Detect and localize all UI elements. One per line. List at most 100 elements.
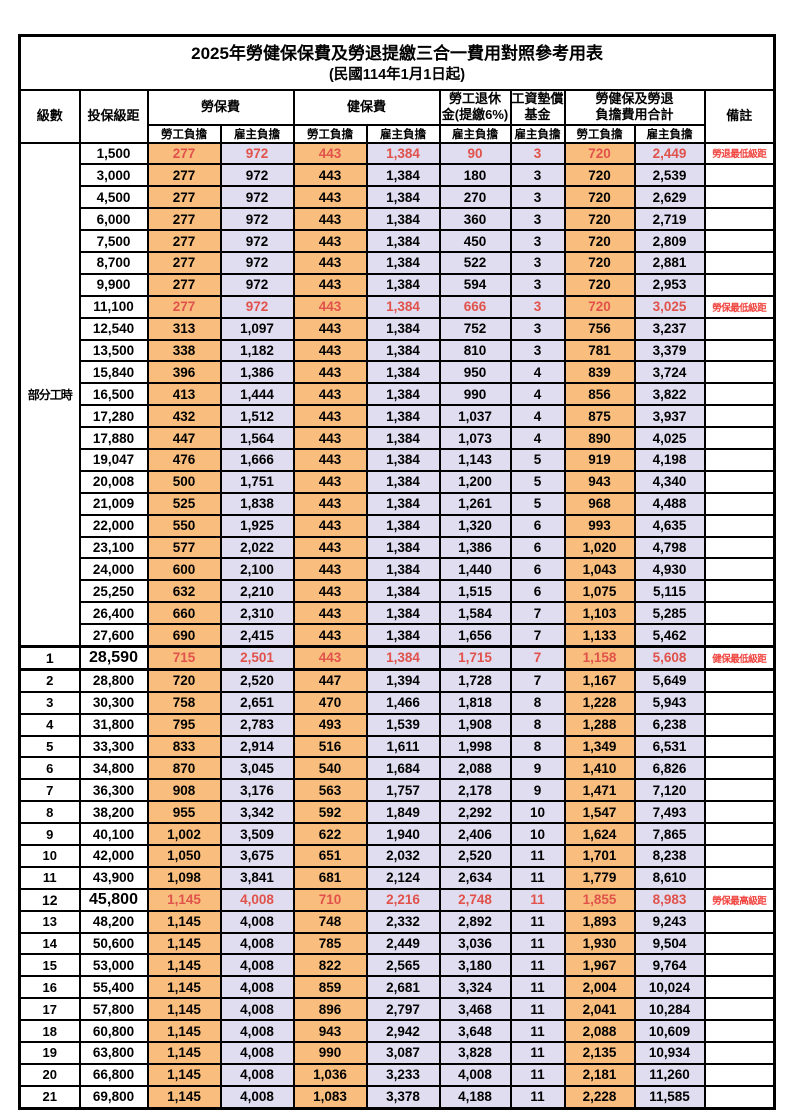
fee-cell: 1,611 — [365, 734, 441, 759]
fee-cell: 1,925 — [219, 513, 295, 538]
fee-cell: 277 — [146, 185, 222, 210]
table-row: 1 28,590 715 2,501 443 1,384 1,715 7 1,158 5,608 健… — [18, 644, 776, 671]
fee-cell: 1,043 — [563, 557, 636, 582]
fee-cell: 781 — [563, 338, 636, 363]
fee-cell: 1,384 — [365, 338, 441, 363]
fee-cell: 4 — [509, 426, 566, 450]
fee-cell: 443 — [292, 360, 368, 385]
bracket-cell: 23,100 — [78, 535, 149, 560]
fee-cell: 10 — [509, 822, 566, 846]
fee-cell: 443 — [292, 404, 368, 429]
bracket-cell: 16,500 — [78, 382, 149, 407]
fee-cell: 1,145 — [146, 1019, 222, 1044]
fee-cell: 1,158 — [563, 644, 636, 671]
fee-cell: 10 — [509, 800, 566, 825]
fee-cell: 2,914 — [219, 734, 295, 759]
remark-cell — [703, 513, 776, 538]
subheader-labor-employer: 雇主負擔 — [219, 123, 295, 144]
fee-cell: 11 — [509, 1019, 566, 1044]
fee-cell: 1,036 — [292, 1062, 368, 1087]
table-row: 7,500 277 972 443 1,384 450 3 720 2,809 — [20, 229, 776, 253]
fee-cell: 2,135 — [563, 1041, 636, 1065]
fee-table: 2025年勞健保保費及勞退提繳三合一費用對照參考用表 (民國114年1月1日起)… — [18, 34, 777, 1110]
fee-cell: 2,100 — [219, 557, 295, 582]
level-cell: 9 — [18, 822, 81, 846]
fee-cell: 522 — [438, 250, 512, 275]
fee-cell: 1,037 — [438, 404, 512, 429]
fee-cell: 720 — [563, 185, 636, 210]
fee-cell: 594 — [438, 272, 512, 297]
fee-cell: 681 — [292, 865, 368, 890]
subheader-wage-fund-employer: 雇主負擔 — [509, 123, 566, 144]
fee-cell: 839 — [563, 360, 636, 385]
fee-cell: 972 — [219, 163, 295, 188]
fee-cell: 8 — [509, 712, 566, 737]
bracket-cell: 30,300 — [78, 690, 149, 715]
table-row: 26,400 660 2,310 443 1,384 1,584 7 1,103 5,285 — [20, 601, 776, 626]
fee-cell: 875 — [563, 404, 636, 429]
bracket-cell: 13,500 — [78, 338, 149, 363]
fee-cell: 1,893 — [563, 909, 636, 934]
bracket-cell: 25,250 — [78, 579, 149, 604]
fee-cell: 950 — [438, 360, 512, 385]
fee-cell: 715 — [146, 644, 222, 671]
fee-cell: 1,384 — [365, 163, 441, 188]
fee-cell: 443 — [292, 250, 368, 275]
fee-cell: 4,188 — [438, 1084, 512, 1110]
fee-cell: 7 — [509, 601, 566, 626]
fee-cell: 1,020 — [563, 535, 636, 560]
bracket-cell: 34,800 — [78, 756, 149, 781]
fee-cell: 450 — [438, 229, 512, 253]
fee-cell: 577 — [146, 535, 222, 560]
fee-cell: 3,468 — [438, 997, 512, 1022]
fee-cell: 632 — [146, 579, 222, 604]
fee-cell: 5 — [509, 491, 566, 516]
fee-cell: 277 — [146, 272, 222, 297]
fee-cell: 3 — [509, 272, 566, 297]
fee-cell: 4,340 — [633, 469, 706, 494]
fee-cell: 11,585 — [633, 1084, 706, 1110]
table-row: 17,880 447 1,564 443 1,384 1,073 4 890 4,025 — [20, 426, 776, 450]
fee-cell: 4,635 — [633, 513, 706, 538]
fee-cell: 1,564 — [219, 426, 295, 450]
level-cell: 4 — [18, 712, 81, 737]
bracket-cell: 40,100 — [78, 822, 149, 846]
remark-cell — [703, 800, 776, 825]
bracket-cell: 66,800 — [78, 1062, 149, 1087]
remark-cell — [703, 953, 776, 978]
fee-cell: 4,008 — [219, 997, 295, 1022]
fee-cell: 756 — [563, 316, 636, 341]
remark-cell — [703, 1062, 776, 1087]
table-row: 6 34,800 870 3,045 540 1,684 2,088 9 1,410 6,826 — [18, 756, 776, 781]
fee-cell: 7,120 — [633, 778, 706, 803]
fee-cell: 1,466 — [365, 690, 441, 715]
header-row-shares: 勞工負擔 雇主負擔 勞工負擔 雇主負擔 雇主負擔 雇主負擔 勞工負擔 雇主負擔 — [20, 123, 775, 144]
fee-cell: 1,002 — [146, 822, 222, 846]
fee-cell: 833 — [146, 734, 222, 759]
bracket-cell: 43,900 — [78, 865, 149, 890]
fee-cell: 752 — [438, 316, 512, 341]
fee-cell: 9 — [509, 778, 566, 803]
fee-cell: 5 — [509, 469, 566, 494]
fee-cell: 277 — [146, 207, 222, 232]
fee-cell: 4,798 — [633, 535, 706, 560]
bracket-cell: 1,500 — [78, 141, 149, 166]
fee-cell: 1,145 — [146, 1062, 222, 1087]
fee-cell: 443 — [292, 338, 368, 363]
fee-cell: 2,881 — [633, 250, 706, 275]
bracket-cell: 15,840 — [78, 360, 149, 385]
fee-cell: 1,145 — [146, 931, 222, 956]
table-row: 15,840 396 1,386 443 1,384 950 4 839 3,724 — [20, 360, 776, 385]
fee-cell: 90 — [438, 141, 512, 166]
fee-cell: 3,180 — [438, 953, 512, 978]
bracket-cell: 26,400 — [78, 601, 149, 626]
level-cell: 11 — [18, 865, 81, 890]
fee-cell: 7,493 — [633, 800, 706, 825]
fee-cell: 3,841 — [219, 865, 295, 890]
fee-cell: 720 — [563, 294, 636, 319]
fee-cell: 795 — [146, 712, 222, 737]
fee-cell: 1,940 — [365, 822, 441, 846]
fee-cell: 10,024 — [633, 975, 706, 1000]
remark-cell — [703, 338, 776, 363]
fee-cell: 1,384 — [365, 207, 441, 232]
